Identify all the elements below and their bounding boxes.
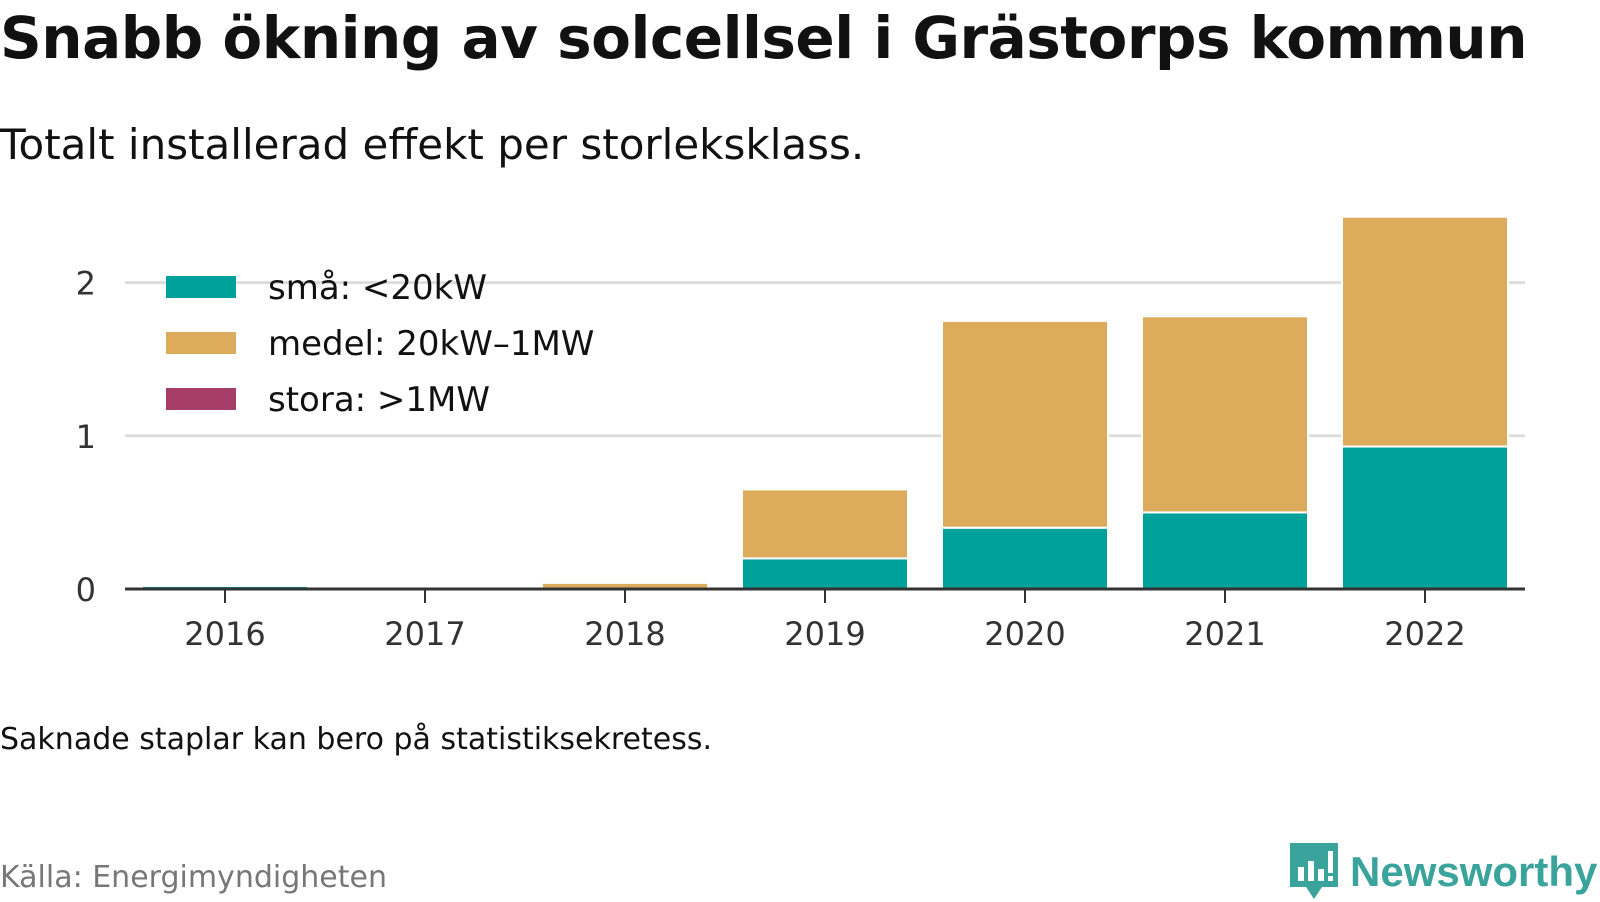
x-tick-label: 2021 — [1184, 615, 1265, 653]
legend-label-0: små: <20kW — [268, 268, 487, 308]
bar-2022-series-0 — [1341, 445, 1509, 590]
x-tick-label: 2020 — [984, 615, 1065, 653]
bar-2019-series-0 — [741, 557, 909, 590]
legend-swatch-0 — [166, 276, 236, 298]
legend-swatch-2 — [166, 388, 236, 410]
newsworthy-logo-icon — [1290, 843, 1338, 899]
chart-title: Snabb ökning av solcellsel i Grästorps k… — [0, 4, 1528, 72]
y-tick-label: 1 — [76, 418, 96, 456]
x-tick-label: 2019 — [784, 615, 865, 653]
y-tick-label: 2 — [76, 265, 96, 303]
x-tick-label: 2018 — [584, 615, 665, 653]
y-tick-label: 0 — [76, 571, 96, 609]
x-tick-label: 2017 — [384, 615, 465, 653]
legend: små: <20kW medel: 20kW–1MW stora: >1MW — [166, 268, 594, 420]
axes: 0 1 2 2016 2017 2018 2019 2020 2021 2022 — [76, 265, 1525, 653]
brand-logo: Newsworthy — [1290, 842, 1597, 902]
bar-2020-series-1 — [941, 319, 1109, 529]
legend-label-2: stora: >1MW — [268, 380, 490, 420]
x-tick-label: 2022 — [1384, 615, 1465, 653]
bar-2022-series-1 — [1341, 215, 1509, 448]
chart-subtitle: Totalt installerad effekt per storlekskl… — [0, 120, 865, 169]
footnote: Saknade staplar kan bero på statistiksek… — [0, 722, 713, 757]
brand-name: Newsworthy — [1350, 848, 1598, 895]
bar-2020-series-0 — [941, 526, 1109, 590]
bar-2021-series-1 — [1141, 315, 1309, 514]
x-tick-label: 2016 — [184, 615, 265, 653]
source-label: Källa: Energimyndigheten — [0, 860, 387, 895]
legend-label-1: medel: 20kW–1MW — [268, 324, 594, 364]
bar-2021-series-0 — [1141, 511, 1309, 591]
bar-2019-series-1 — [741, 488, 909, 560]
bars — [141, 215, 1509, 591]
legend-swatch-1 — [166, 332, 236, 354]
